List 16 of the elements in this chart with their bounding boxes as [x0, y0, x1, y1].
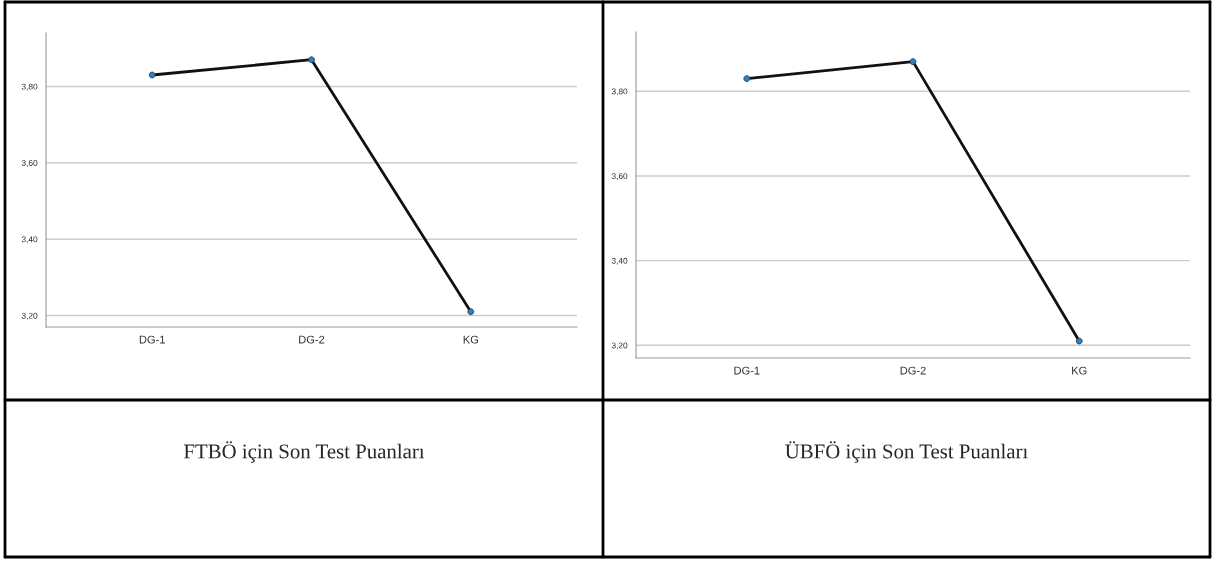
x-tick-label: DG-2 — [900, 366, 926, 375]
text: FTBÖ için Son Test Puanları — [183, 441, 425, 463]
x-tick-label: KG — [1072, 366, 1087, 375]
y-tick-label: 3,40 — [611, 257, 628, 265]
y-tick-label: 3,40 — [21, 236, 38, 244]
text: ÜBFÖ için Son Test Puanları — [785, 441, 1028, 463]
y-tick-label: 3,80 — [611, 88, 628, 96]
y-tick-label: 3,20 — [611, 342, 628, 350]
y-tick-label: 3,60 — [21, 160, 38, 167]
x-tick-label: DG-2 — [299, 335, 325, 344]
x-tick-label: DG-1 — [734, 366, 760, 375]
y-tick-label: 3,20 — [21, 312, 38, 320]
x-tick-label: KG — [463, 335, 478, 344]
x-tick-label: DG-1 — [139, 335, 165, 344]
y-tick-label: 3,60 — [611, 173, 628, 181]
y-tick-label: 3,80 — [21, 83, 38, 91]
